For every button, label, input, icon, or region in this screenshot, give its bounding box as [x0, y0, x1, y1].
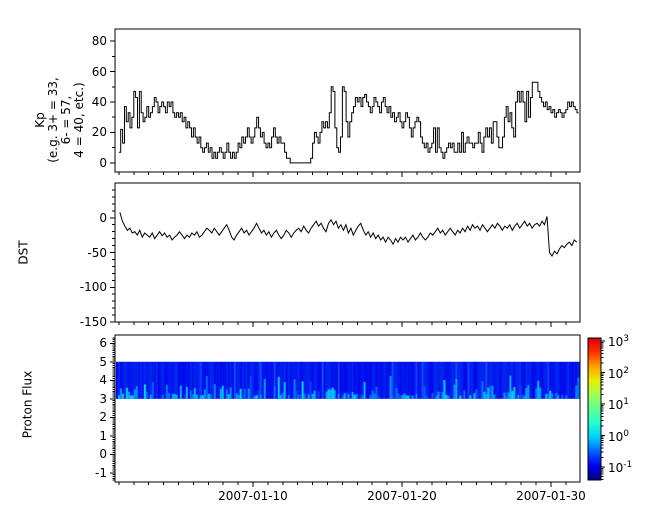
y-tick-label: 60 [91, 64, 107, 79]
x-date-label: 2007-01-10 [218, 489, 288, 503]
colorbar-tick-label: 10-1 [608, 460, 633, 476]
y-tick-label: 5 [99, 354, 107, 369]
colorbar-tick-label: 103 [608, 334, 630, 350]
dst-line [119, 212, 578, 257]
y-tick-label: 0 [99, 210, 107, 225]
colorbar-tick-label: 102 [608, 365, 630, 381]
proton-frame [114, 334, 581, 483]
kp-line [118, 81, 579, 164]
y-tick-label: 40 [91, 95, 107, 110]
y-tick-label: 0 [99, 447, 107, 462]
y-tick-label: 80 [91, 34, 107, 49]
y-tick-label: 20 [91, 125, 107, 140]
colorbar-tick-label: 101 [608, 397, 630, 413]
y-tick-label: 2 [99, 410, 107, 425]
dst-frame [114, 182, 581, 323]
colorbar-tick-label: 100 [608, 428, 630, 444]
proton-spectrogram [115, 361, 580, 399]
y-tick-label: 4 [99, 373, 107, 388]
colorbar-ticks [601, 340, 605, 481]
y-tick-label: 0 [99, 155, 107, 170]
y-tick-label: 6 [99, 336, 107, 351]
y-tick-label: -50 [87, 245, 107, 260]
y-tick-label: -1 [95, 465, 107, 480]
y-tick-label: 3 [99, 391, 107, 406]
y-tick-label: 1 [99, 428, 107, 443]
kp-frame [114, 28, 581, 173]
y-tick-label: -150 [79, 315, 107, 329]
x-date-label: 2007-01-30 [516, 489, 586, 503]
axis-ticks [110, 40, 567, 487]
y-tick-label: -100 [79, 280, 107, 295]
x-date-label: 2007-01-20 [367, 489, 437, 503]
colorbar [588, 338, 601, 481]
